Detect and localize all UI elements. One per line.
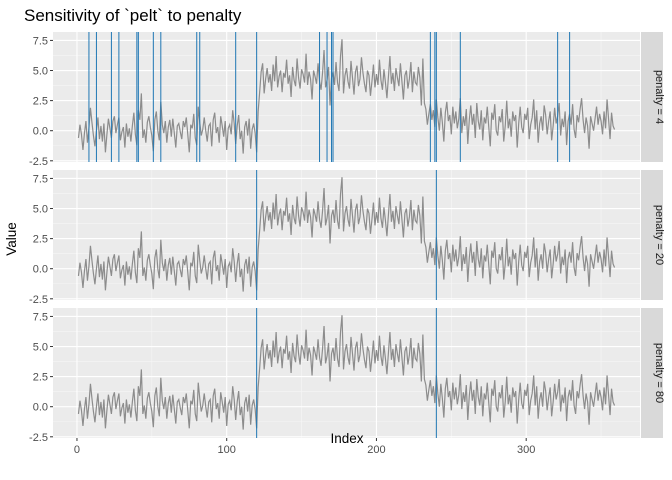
x-tick-label: 100 [218, 444, 236, 456]
y-tick-label: 7.5 [33, 311, 48, 323]
y-axis-title: Value [4, 222, 19, 256]
y-tick-label: 7.5 [33, 173, 48, 185]
strip-label: penalty = 80 [653, 343, 665, 403]
y-tick-label: 5.0 [33, 342, 48, 354]
x-axis-title: Index [330, 431, 363, 446]
y-tick-label: 0.0 [33, 264, 48, 276]
y-tick-label: -2.5 [29, 156, 48, 168]
strip-background [641, 170, 663, 300]
y-tick-label: 2.5 [33, 96, 48, 108]
y-tick-label: -2.5 [29, 294, 48, 306]
y-tick-label: -2.5 [29, 432, 48, 444]
facet-panels: -2.5 0.0 2.5 5.0 7.5 penalty = 4 -2.5 0.0 2.5 5.0… [29, 32, 665, 444]
facet-panel: -2.5 0.0 2.5 5.0 7.5 penalty = 20 [29, 170, 665, 306]
x-tick-label: 200 [367, 444, 385, 456]
y-tick-label: 0.0 [33, 126, 48, 138]
strip-background [641, 32, 663, 162]
strip-label: penalty = 20 [653, 205, 665, 265]
x-tick-label: 0 [74, 444, 80, 456]
series-line [77, 177, 616, 292]
strip-background [641, 308, 663, 438]
y-tick-label: 7.5 [33, 35, 48, 47]
x-axis: 0 100 200 300 [74, 438, 535, 456]
facet-panel: -2.5 0.0 2.5 5.0 7.5 penalty = 80 [29, 308, 665, 444]
y-tick-label: 2.5 [33, 234, 48, 246]
panel-background [53, 32, 640, 162]
y-tick-label: 5.0 [33, 66, 48, 78]
y-tick-label: 0.0 [33, 402, 48, 414]
facet-panel: -2.5 0.0 2.5 5.0 7.5 penalty = 4 [29, 32, 665, 168]
panel-background [53, 170, 640, 300]
panel-background [53, 308, 640, 438]
series-line [77, 315, 616, 430]
series-line [77, 39, 616, 154]
y-tick-label: 5.0 [33, 204, 48, 216]
chart-title: Sensitivity of `pelt` to penalty [24, 6, 242, 25]
strip-label: penalty = 4 [653, 70, 665, 124]
x-tick-label: 300 [517, 444, 535, 456]
y-tick-label: 2.5 [33, 372, 48, 384]
